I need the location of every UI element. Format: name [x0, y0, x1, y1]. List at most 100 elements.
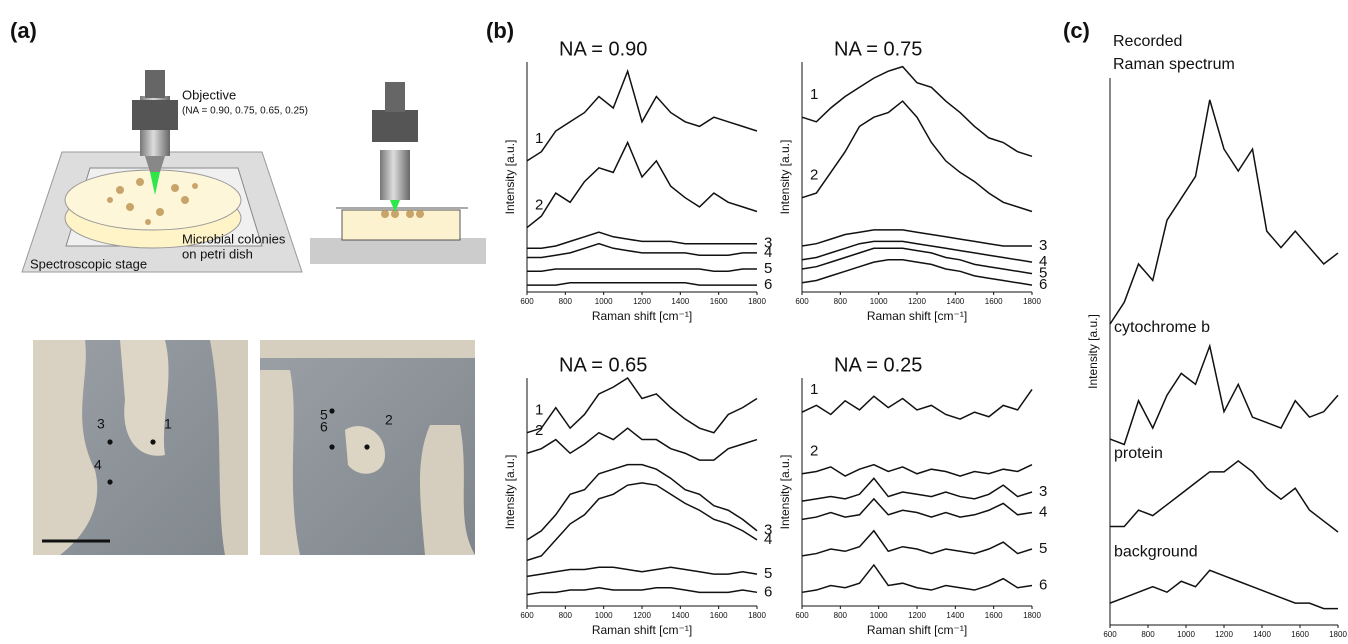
x-tick-label: 1400 — [946, 611, 964, 620]
x-tick-label: 800 — [834, 297, 848, 306]
spectrum-line — [801, 477, 1033, 502]
point-label: 6 — [320, 419, 328, 435]
spectrum-line — [801, 497, 1033, 521]
spectrum-line — [526, 566, 758, 578]
series-label: 2 — [810, 443, 818, 460]
x-axis-label: Raman shift [cm⁻¹] — [867, 623, 967, 637]
spectrum-line — [801, 563, 1033, 594]
series-label: background — [1114, 544, 1198, 561]
y-axis-label: Intensity [a.u.] — [778, 140, 792, 215]
series-label: 4 — [1039, 503, 1047, 520]
colony-label: on petri dish — [182, 246, 253, 261]
spectrum-line — [527, 268, 757, 273]
series-label: 4 — [1039, 253, 1047, 270]
x-axis-label: Raman shift [cm⁻¹] — [592, 309, 692, 323]
y-axis-label: Intensity [a.u.] — [778, 455, 792, 530]
objective-label: Objective — [182, 87, 236, 102]
y-axis-label: Intensity [a.u.] — [1086, 314, 1100, 389]
series-label: 1 — [535, 130, 543, 147]
spectrum-line — [526, 463, 758, 541]
x-axis-label: Raman shift [cm⁻¹] — [592, 623, 692, 637]
y-axis-label: Intensity [a.u.] — [503, 455, 517, 530]
x-tick-label: 600 — [795, 297, 809, 306]
chart-title: NA = 0.75 — [834, 38, 922, 60]
spectrum-line — [1110, 459, 1339, 533]
panel-label: (c) — [1063, 18, 1090, 43]
y-axis-label: Intensity [a.u.] — [503, 140, 517, 215]
series-label: 3 — [764, 522, 772, 539]
series-label: 6 — [1039, 276, 1047, 293]
chart-title: NA = 0.25 — [834, 354, 922, 376]
series-label: 3 — [1039, 483, 1047, 500]
series-label: cytochrome b — [1114, 319, 1210, 336]
x-tick-label: 1000 — [870, 611, 888, 620]
spectrum-line — [801, 240, 1033, 263]
x-axis-label: Raman shift [cm⁻¹] — [867, 309, 967, 323]
spectrum-line — [801, 259, 1033, 286]
x-tick-label: 1400 — [946, 297, 964, 306]
x-tick-label: 1000 — [595, 611, 613, 620]
x-tick-label: 1800 — [748, 297, 766, 306]
series-label: 2 — [535, 197, 543, 214]
colony-photo — [33, 340, 475, 555]
spectrum-line — [801, 247, 1033, 275]
x-tick-label: 1600 — [710, 297, 728, 306]
series-label: 1 — [535, 402, 543, 419]
spectrum-line — [527, 282, 757, 286]
point-label: 4 — [94, 457, 102, 473]
x-tick-label: 1800 — [748, 611, 766, 620]
spectrum-line — [527, 242, 757, 259]
series-label: 2 — [535, 422, 543, 439]
point-label: 2 — [385, 412, 393, 428]
x-tick-label: 1600 — [985, 297, 1003, 306]
colony-label: Microbial colonies — [182, 231, 286, 246]
stage-label: Spectroscopic stage — [30, 256, 147, 271]
x-tick-label: 1400 — [1253, 630, 1271, 639]
x-axis-label: Raman shift [cm⁻¹] — [1174, 642, 1274, 644]
spectrum-line — [526, 68, 758, 162]
series-label: 6 — [764, 583, 772, 600]
point-label: 3 — [97, 416, 105, 432]
spectrum-line — [526, 482, 758, 562]
series-label: 1 — [810, 86, 818, 103]
series-label: 5 — [764, 565, 772, 582]
x-tick-label: 600 — [520, 297, 534, 306]
chart-title: NA = 0.90 — [559, 38, 647, 60]
series-label: 1 — [810, 381, 818, 398]
spectrum-line — [1109, 569, 1338, 610]
spectrum-line — [526, 587, 758, 596]
x-tick-label: 800 — [559, 297, 573, 306]
x-tick-label: 1000 — [870, 297, 888, 306]
series-label: protein — [1114, 445, 1163, 462]
series-label: 3 — [1039, 237, 1047, 254]
chart-title: NA = 0.65 — [559, 354, 647, 376]
x-tick-label: 1200 — [908, 611, 926, 620]
x-tick-label: 1800 — [1023, 297, 1041, 306]
x-tick-label: 1600 — [710, 611, 728, 620]
spectrum-line — [526, 140, 758, 229]
series-label: 6 — [1039, 576, 1047, 593]
spectrum-line — [526, 376, 758, 434]
spectrum-line — [801, 65, 1033, 158]
spectrum-line — [801, 100, 1033, 213]
panel-label: (a) — [10, 18, 37, 43]
x-tick-label: 600 — [795, 611, 809, 620]
series-label: 5 — [1039, 265, 1047, 282]
spectrum-line — [801, 229, 1032, 247]
x-tick-label: 1800 — [1329, 630, 1347, 639]
series-label: Recorded Raman spectrum — [1113, 33, 1235, 73]
x-tick-label: 1200 — [633, 297, 651, 306]
x-tick-label: 1200 — [633, 611, 651, 620]
x-tick-label: 600 — [520, 611, 534, 620]
spectrum-line — [801, 388, 1033, 420]
series-label: 5 — [1039, 540, 1047, 557]
x-tick-label: 800 — [559, 611, 573, 620]
x-tick-label: 600 — [1103, 630, 1117, 639]
spectrum-line — [526, 427, 758, 461]
x-tick-label: 1200 — [908, 297, 926, 306]
point-label: 5 — [320, 407, 328, 423]
series-label: 5 — [764, 260, 772, 277]
x-tick-label: 1600 — [985, 611, 1003, 620]
na-values: (NA = 0.90, 0.75, 0.65, 0.25) — [182, 106, 308, 117]
